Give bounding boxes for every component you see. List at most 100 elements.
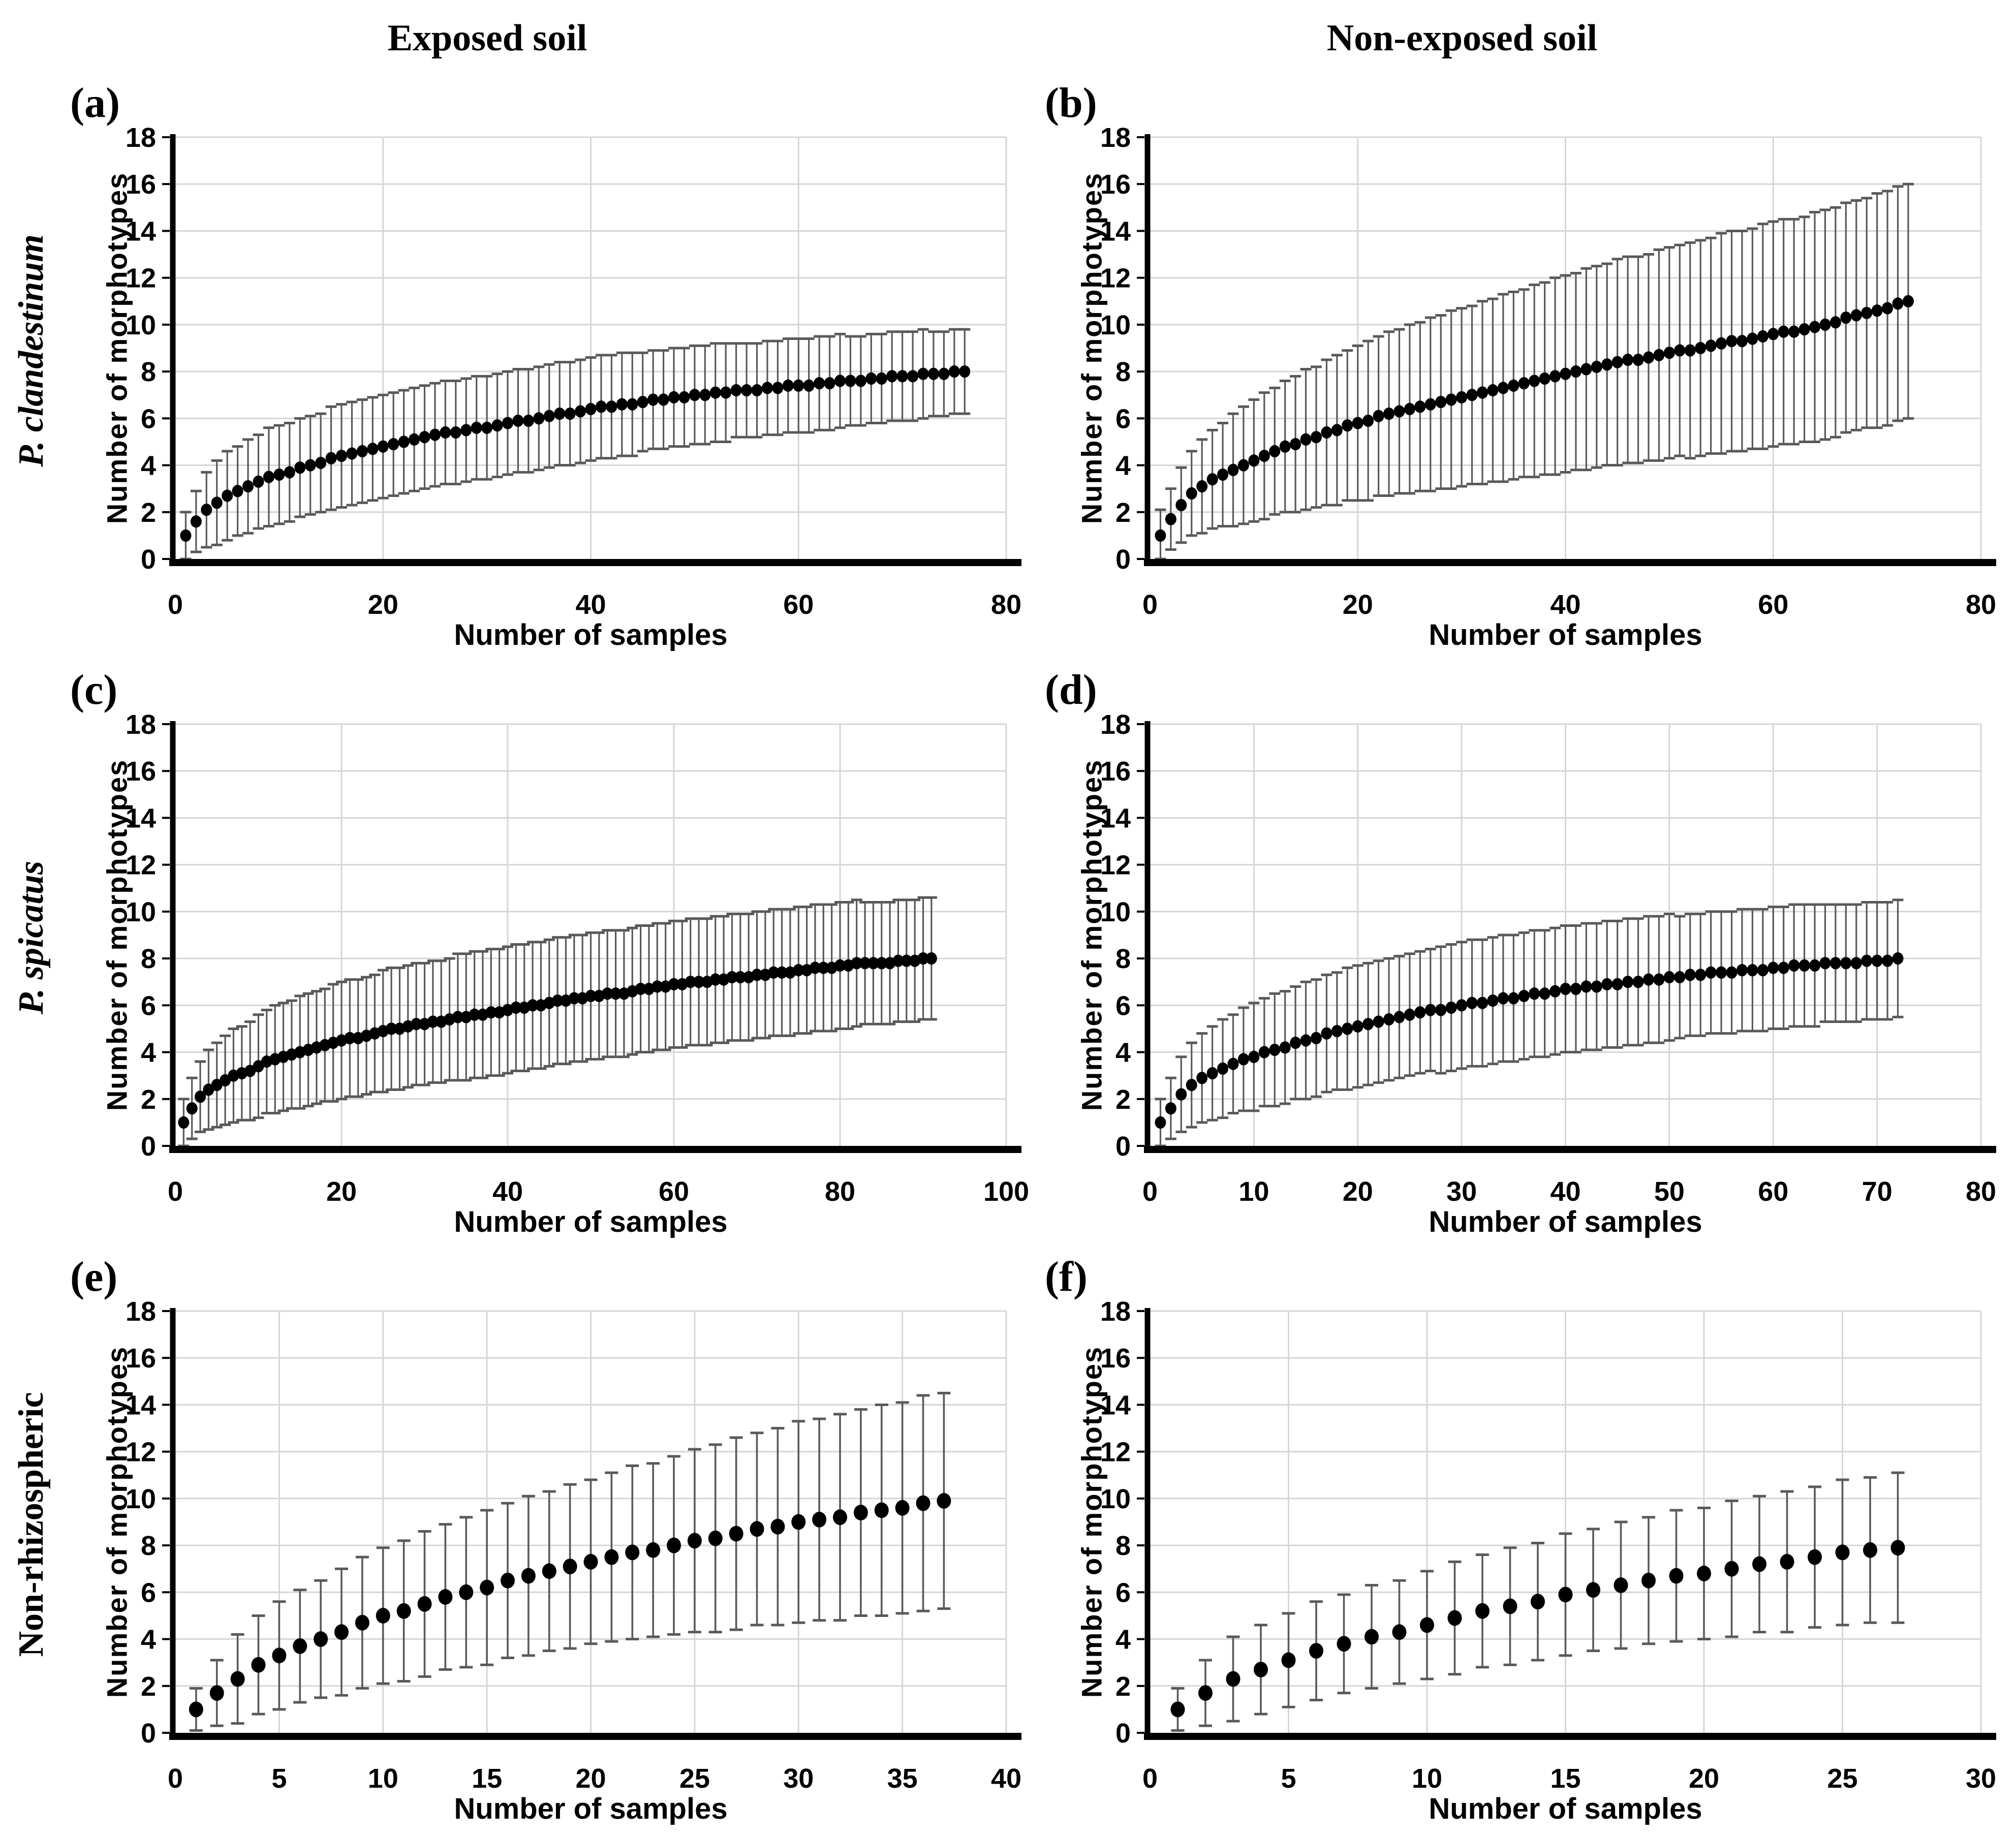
svg-text:35: 35 [887,1763,918,1794]
svg-text:12: 12 [1100,850,1131,881]
svg-text:80: 80 [825,1176,855,1207]
svg-text:20: 20 [1689,1763,1719,1794]
chart-e-exposed-non-rhizospheric: 0 2 4 6 8 10 12 14 16 18 0 5 10 15 20 25 30 35 40 [126,1296,1021,1794]
row-label-non-rhizospheric: Non-rhizospheric [0,1250,66,1836]
svg-text:8: 8 [1115,357,1131,387]
svg-text:10: 10 [1412,1763,1442,1794]
svg-text:14: 14 [126,216,156,246]
svg-text:18: 18 [126,709,156,740]
svg-text:0: 0 [141,544,156,575]
svg-text:2: 2 [1115,1084,1131,1115]
svg-text:12: 12 [126,1437,156,1468]
svg-text:60: 60 [783,589,814,620]
panel-d: (d) 0 2 4 6 8 10 12 14 16 18 0 10 20 30 40 50 60 70 80 Num… [1041,663,2015,1250]
svg-text:80: 80 [991,589,1021,620]
x-axis-label: Number of samples [454,1792,728,1825]
panel-f: (f) 0 2 4 6 8 10 12 14 16 18 0 5 10 15 20 25 30 Number o… [1041,1250,2015,1836]
svg-text:6: 6 [1115,1577,1131,1608]
x-axis-label: Number of samples [454,1205,728,1238]
panel-c: (c) 0 2 4 6 8 10 12 14 16 18 0 20 40 60 80 100 Number o… [66,663,1041,1250]
chart-a-exposed-p-clandestinum: 0 2 4 6 8 10 12 14 16 18 0 20 40 60 80 [126,122,1021,620]
svg-text:100: 100 [983,1176,1029,1207]
svg-text:10: 10 [1100,310,1131,340]
panel-a: (a) 0 2 4 6 8 10 12 14 16 18 0 20 40 60 80 Number of m… [66,76,1041,663]
x-axis-label: Number of samples [454,618,728,651]
svg-text:6: 6 [1115,990,1131,1021]
svg-text:2: 2 [1115,1671,1131,1702]
svg-text:4: 4 [141,1625,156,1655]
svg-text:10: 10 [1238,1176,1269,1207]
svg-text:10: 10 [1100,1484,1131,1514]
panel-letter-d: (d) [1045,666,1097,713]
panel-b: (b) 0 2 4 6 8 10 12 14 16 18 0 20 40 60 80 Number of m… [1041,76,2015,663]
svg-text:10: 10 [126,1484,156,1514]
y-axis-label: Number of morphotypes [1075,1346,1108,1698]
row-label-text: Non-rhizospheric [12,1392,51,1657]
svg-text:16: 16 [126,169,156,200]
svg-text:16: 16 [1100,169,1131,200]
svg-text:4: 4 [1115,1625,1131,1655]
svg-text:10: 10 [126,310,156,340]
panel-letter-b: (b) [1045,79,1097,127]
svg-text:40: 40 [1550,1176,1580,1207]
svg-text:15: 15 [1550,1763,1580,1794]
chart-d-non-exposed-p-spicatus: 0 2 4 6 8 10 12 14 16 18 0 10 20 30 40 50 60 70 80 [1100,709,1996,1207]
svg-text:0: 0 [141,1131,156,1162]
svg-text:4: 4 [141,451,156,481]
svg-text:12: 12 [126,263,156,294]
svg-text:80: 80 [1966,1176,1996,1207]
svg-text:14: 14 [126,1390,156,1420]
panel-letter-a: (a) [70,79,120,127]
svg-text:2: 2 [141,1671,156,1702]
svg-text:40: 40 [991,1763,1021,1794]
svg-text:16: 16 [1100,1343,1131,1374]
chart-c-exposed-p-spicatus: 0 2 4 6 8 10 12 14 16 18 0 20 40 60 80 100 [126,709,1029,1207]
svg-text:0: 0 [1115,544,1131,575]
svg-text:25: 25 [679,1763,710,1794]
svg-text:0: 0 [1142,1176,1158,1207]
svg-text:40: 40 [575,589,606,620]
svg-text:2: 2 [1115,497,1131,528]
svg-text:12: 12 [126,850,156,881]
svg-text:0: 0 [141,1718,156,1749]
svg-text:70: 70 [1862,1176,1893,1207]
svg-text:60: 60 [1758,589,1788,620]
panel-e: (e) 0 2 4 6 8 10 12 14 16 18 0 5 10 15 20 25 30 35 40 Numb… [66,1250,1041,1836]
svg-text:18: 18 [126,122,156,153]
svg-text:50: 50 [1654,1176,1685,1207]
svg-text:0: 0 [168,589,183,620]
svg-text:10: 10 [1100,897,1131,927]
panel-letter-c: (c) [70,666,118,713]
y-axis-label: Number of morphotypes [101,172,133,524]
column-title-exposed-soil: Exposed soil [66,0,1041,76]
svg-text:15: 15 [472,1763,502,1794]
svg-text:4: 4 [1115,1038,1131,1068]
svg-text:30: 30 [1966,1763,1996,1794]
svg-text:40: 40 [1550,589,1580,620]
y-axis-label: Number of morphotypes [1075,172,1108,524]
x-axis-label: Number of samples [1429,618,1702,651]
chart-b-non-exposed-p-clandestinum: 0 2 4 6 8 10 12 14 16 18 0 20 40 60 80 [1100,122,1996,620]
svg-text:8: 8 [141,944,156,974]
svg-text:8: 8 [1115,1531,1131,1561]
svg-text:4: 4 [1115,451,1131,481]
svg-text:16: 16 [1100,756,1131,787]
y-axis-label: Number of morphotypes [101,759,133,1111]
column-title-text: Non-exposed soil [1326,17,1598,59]
svg-text:14: 14 [126,803,156,833]
column-title-non-exposed-soil: Non-exposed soil [1041,0,2015,76]
svg-text:8: 8 [1115,944,1131,974]
x-axis-label: Number of samples [1429,1792,1702,1825]
svg-text:80: 80 [1966,589,1996,620]
svg-text:0: 0 [1142,1763,1158,1794]
svg-text:4: 4 [141,1038,156,1068]
svg-text:20: 20 [1343,589,1373,620]
svg-text:12: 12 [1100,1437,1131,1468]
svg-text:12: 12 [1100,263,1131,294]
svg-text:6: 6 [141,1577,156,1608]
svg-text:14: 14 [1100,803,1131,833]
svg-text:8: 8 [141,1531,156,1561]
svg-text:0: 0 [1115,1718,1131,1749]
svg-text:0: 0 [1142,589,1158,620]
